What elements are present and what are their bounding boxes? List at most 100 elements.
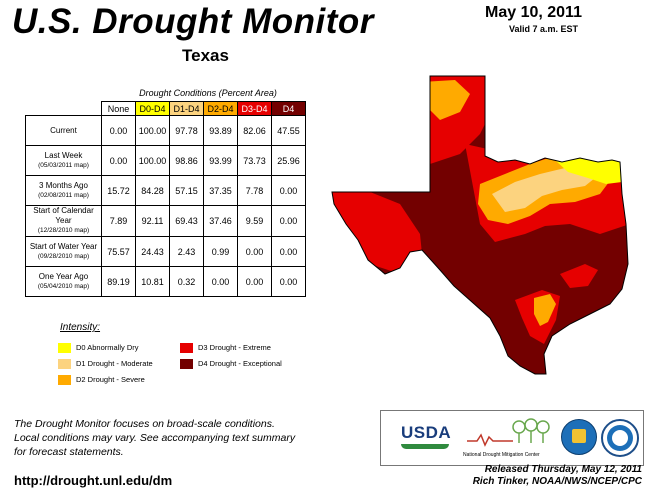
author-credit: Rich Tinker, NOAA/NWS/NCEP/CPC xyxy=(472,476,642,487)
legend-label: D0 Abnormally Dry xyxy=(76,343,139,352)
ndmc-tree-icon xyxy=(467,418,550,447)
legend-label: D4 Drought - Exceptional xyxy=(198,359,282,368)
table-cell: 10.81 xyxy=(135,266,170,297)
legend-label: D1 Drought - Moderate xyxy=(76,359,153,368)
region-d0-north xyxy=(555,154,622,184)
release-date: Released Thursday, May 12, 2011 xyxy=(484,464,642,475)
region-d1-north xyxy=(492,166,600,212)
region-name: Texas xyxy=(182,46,229,65)
table-cell: 0.32 xyxy=(169,266,204,297)
legend-item-d0: D0 Abnormally Dry xyxy=(58,343,139,354)
ndmc-label: National Drought Mitigation Center xyxy=(463,452,540,458)
region-d3-west xyxy=(332,192,422,274)
table-cell: 0.00 xyxy=(271,236,306,267)
table-cell: 0.00 xyxy=(101,145,136,176)
table-row: One Year Ago (05/04/2010 map) 89.19 10.81 0.… xyxy=(25,266,306,297)
usda-wordmark: USDA xyxy=(401,423,452,442)
row-label-text: One Year Ago xyxy=(38,271,89,281)
table-cell: 9.59 xyxy=(237,205,272,237)
state-outline xyxy=(331,75,629,375)
col-header-d2: D2-D4 xyxy=(203,101,238,116)
legend-label: D2 Drought - Severe xyxy=(76,375,145,384)
table-row: Start of Calendar Year (12/28/2010 map) 7.… xyxy=(25,205,306,237)
table-cell: 47.55 xyxy=(271,115,306,146)
table-cell: 0.00 xyxy=(237,236,272,267)
table-corner xyxy=(26,102,102,116)
row-label-date: (12/28/2010 map) xyxy=(37,227,90,234)
legend-swatch xyxy=(58,375,71,386)
table-cell: 82.06 xyxy=(237,115,272,146)
row-label-date: (02/08/2011 map) xyxy=(38,191,89,199)
table-row: Last Week (05/03/2011 map) 0.00 100.00 98.86… xyxy=(25,145,306,176)
legend-item-d3: D3 Drought - Extreme xyxy=(180,343,271,354)
table-cell: 100.00 xyxy=(135,115,170,146)
region-d2-coast xyxy=(534,294,556,326)
legend-item-d4: D4 Drought - Exceptional xyxy=(180,359,282,370)
ndmc-logo: National Drought Mitigation Center xyxy=(463,417,559,461)
table-cell: 93.99 xyxy=(203,145,238,176)
valid-time: Valid 7 a.m. EST xyxy=(509,24,579,34)
legend-item-d2: D2 Drought - Severe xyxy=(58,375,145,386)
table-row: Current 0.00 100.00 97.78 93.89 82.06 47.55 xyxy=(25,115,306,146)
commerce-seal-icon xyxy=(561,419,597,455)
usda-logo: USDA xyxy=(401,423,451,449)
footnote-line: Local conditions may vary. See accompany… xyxy=(14,432,296,444)
row-label-date: (05/03/2011 map) xyxy=(38,161,89,169)
map-date: May 10, 2011 xyxy=(485,4,582,21)
table-cell: 93.89 xyxy=(203,115,238,146)
table-caption: Drought Conditions (Percent Area) xyxy=(139,88,277,98)
table-cell: 0.00 xyxy=(271,175,306,206)
row-label-text: Start of Calendar Year xyxy=(33,206,94,225)
col-header-none: None xyxy=(101,101,136,116)
col-header-d3: D3-D4 xyxy=(237,101,272,116)
drought-monitor-url[interactable]: http://drought.unl.edu/dm xyxy=(14,473,173,488)
table-cell: 15.72 xyxy=(101,175,136,206)
drought-table: None D0-D4 D1-D4 D2-D4 D3-D4 D4 Current 0… xyxy=(25,101,306,297)
row-label: Start of Water Year (09/28/2010 map) xyxy=(25,236,102,267)
col-header-d1: D1-D4 xyxy=(169,101,204,116)
table-cell: 2.43 xyxy=(169,236,204,267)
table-cell: 37.35 xyxy=(203,175,238,206)
table-cell: 0.00 xyxy=(101,115,136,146)
table-cell: 75.57 xyxy=(101,236,136,267)
table-cell: 25.96 xyxy=(271,145,306,176)
table-cell: 0.00 xyxy=(271,205,306,237)
table-cell: 37.46 xyxy=(203,205,238,237)
row-label-text: 3 Months Ago xyxy=(39,180,88,190)
legend-label: D3 Drought - Extreme xyxy=(198,343,271,352)
table-cell: 57.15 xyxy=(169,175,204,206)
row-label: One Year Ago (05/04/2010 map) xyxy=(25,266,102,297)
table-cell: 7.89 xyxy=(101,205,136,237)
texas-drought-map xyxy=(331,75,629,375)
noaa-logo-icon xyxy=(601,419,639,457)
region-d2-panhandle xyxy=(422,80,470,120)
legend-item-d1: D1 Drought - Moderate xyxy=(58,359,153,370)
table-cell: 0.99 xyxy=(203,236,238,267)
table-cell: 0.00 xyxy=(237,266,272,297)
legend-swatch xyxy=(58,343,71,354)
row-label-date: (05/04/2010 map) xyxy=(37,282,90,290)
legend-swatch xyxy=(58,359,71,370)
table-cell: 69.43 xyxy=(169,205,204,237)
table-cell: 100.00 xyxy=(135,145,170,176)
row-label-text: Last Week xyxy=(44,150,83,160)
release-credit: Released Thursday, May 12, 2011 Rich Tin… xyxy=(380,464,642,488)
map-title: U.S. Drought Monitor xyxy=(12,2,374,41)
col-header-d4: D4 xyxy=(271,101,306,116)
table-cell: 84.28 xyxy=(135,175,170,206)
region-d3-southeast xyxy=(560,264,598,288)
footnote-line: The Drought Monitor focuses on broad-sca… xyxy=(14,418,275,430)
row-label-text: Current xyxy=(50,125,77,135)
table-cell: 0.00 xyxy=(271,266,306,297)
row-label-text: Start of Water Year xyxy=(29,241,98,251)
row-label-date: (09/28/2010 map) xyxy=(37,252,90,260)
col-header-d0: D0-D4 xyxy=(135,101,170,116)
table-cell: 24.43 xyxy=(135,236,170,267)
table-cell: 92.11 xyxy=(135,205,170,237)
row-label: Current xyxy=(25,115,102,146)
table-cell: 98.86 xyxy=(169,145,204,176)
legend-title: Intensity: xyxy=(60,322,101,333)
footnote: The Drought Monitor focuses on broad-sca… xyxy=(14,417,334,459)
row-label: Start of Calendar Year (12/28/2010 map) xyxy=(25,205,102,237)
table-cell: 0.00 xyxy=(203,266,238,297)
